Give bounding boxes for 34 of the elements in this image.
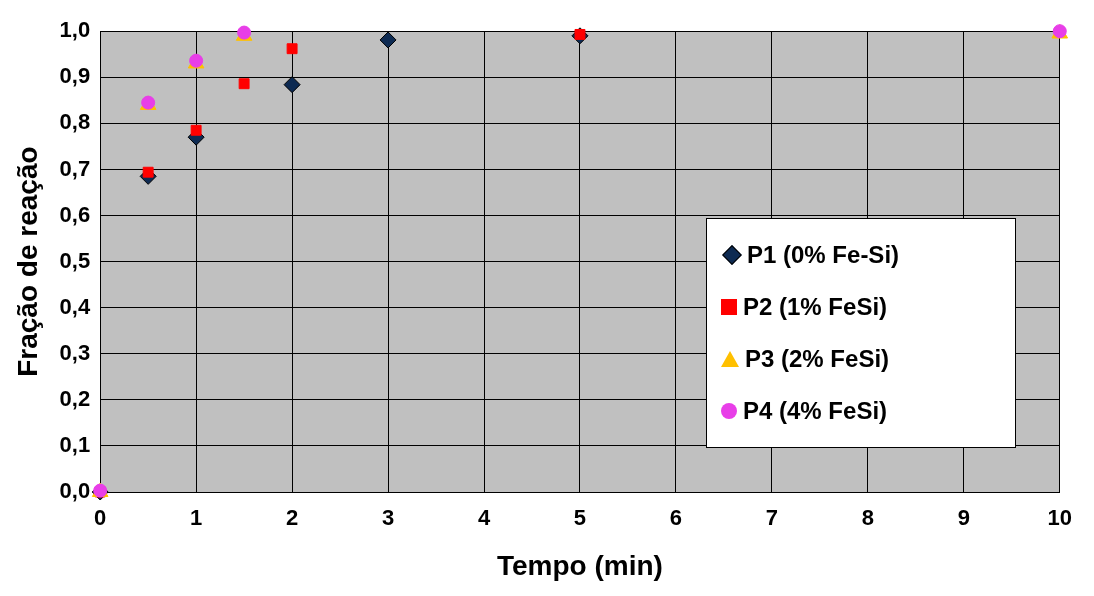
x-tick-label: 8 [861, 505, 874, 531]
y-axis-title: Fração de reação [11, 146, 43, 377]
point [379, 31, 397, 49]
y-tick-label: 1,0 [59, 17, 91, 43]
x-tick-label: 6 [669, 505, 683, 531]
point [142, 166, 154, 178]
x-tick-label: 1 [190, 505, 203, 531]
x-tick-label: 0 [94, 505, 107, 531]
x-axis-title: Tempo (min) [497, 549, 663, 581]
x-tick-label: 4 [477, 505, 491, 531]
point [286, 43, 298, 55]
x-tick-label: 7 [765, 505, 779, 531]
y-tick-label: 0,6 [59, 201, 91, 227]
legend-label: P1 (0% Fe-Si) [747, 241, 900, 269]
x-tick-label: 5 [573, 505, 587, 531]
y-tick-label: 0,9 [59, 63, 91, 89]
x-tick-label: 3 [381, 505, 395, 531]
x-tick-label: 2 [285, 505, 299, 531]
legend-label: P2 (1% FeSi) [743, 293, 888, 321]
y-tick-label: 0,3 [59, 339, 91, 365]
x-tick-label: 9 [957, 505, 970, 531]
point [190, 124, 202, 136]
legend-label: P3 (2% FeSi) [745, 345, 890, 373]
y-tick-label: 0,0 [59, 478, 91, 504]
point [238, 78, 250, 90]
point [283, 76, 301, 94]
y-tick-label: 0,7 [59, 155, 91, 181]
y-tick-label: 0,1 [59, 431, 91, 457]
y-tick-label: 0,5 [59, 247, 91, 273]
y-tick-label: 0,2 [59, 385, 91, 411]
x-tick-label: 10 [1047, 505, 1073, 531]
legend-label: P4 (4% FeSi) [743, 397, 888, 425]
y-tick-label: 0,4 [59, 293, 91, 319]
y-tick-label: 0,8 [59, 109, 91, 135]
